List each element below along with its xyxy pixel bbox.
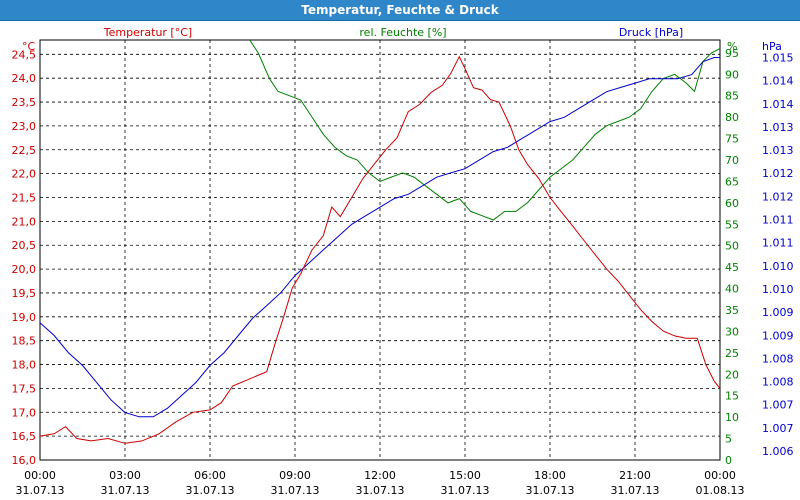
temperature-tick-label: 24,5 — [12, 48, 37, 61]
humidity-tick-label: 0 — [725, 454, 732, 467]
humidity-tick-label: 95 — [725, 47, 739, 60]
pressure-tick-label: 1.008 — [762, 376, 794, 389]
humidity-tick-label: 80 — [725, 111, 739, 124]
humidity-tick-label: 40 — [725, 283, 739, 296]
date-tick-label: 31.07.13 — [356, 484, 405, 497]
humidity-tick-label: 10 — [725, 411, 739, 424]
date-tick-label: 31.07.13 — [526, 484, 575, 497]
time-tick-label: 15:00 — [449, 469, 481, 482]
humidity-tick-label: 50 — [725, 240, 739, 253]
pressure-tick-label: 1.012 — [762, 190, 794, 203]
temperature-tick-label: 18,5 — [12, 335, 37, 348]
date-tick-label: 01.08.13 — [696, 484, 745, 497]
plot-border — [39, 39, 721, 461]
pressure-tick-label: 1.007 — [762, 422, 794, 435]
temperature-tick-label: 21,0 — [12, 215, 37, 228]
pressure-axis-title: Druck [hPa] — [619, 26, 683, 39]
humidity-series-line — [249, 39, 721, 221]
time-tick-label: 06:00 — [194, 469, 226, 482]
pressure-tick-label: 1.010 — [762, 283, 794, 296]
time-tick-label: 12:00 — [364, 469, 396, 482]
temperature-tick-label: 24,0 — [12, 72, 37, 85]
chart-title-bar: Temperatur, Feuchte & Druck — [0, 0, 800, 21]
humidity-tick-label: 90 — [725, 68, 739, 81]
humidity-tick-label: 5 — [725, 433, 732, 446]
temperature-tick-label: 19,5 — [12, 287, 37, 300]
temperature-tick-label: 23,5 — [12, 96, 37, 109]
humidity-tick-label: 55 — [725, 218, 739, 231]
pressure-tick-label: 1.014 — [762, 75, 794, 88]
temperature-unit-label: °C — [22, 40, 36, 53]
temperature-tick-label: 20,0 — [12, 263, 37, 276]
humidity-tick-label: 75 — [725, 133, 739, 146]
pressure-tick-label: 1.011 — [762, 237, 794, 250]
pressure-tick-label: 1.008 — [762, 352, 794, 365]
humidity-tick-label: 65 — [725, 175, 739, 188]
time-tick-label: 00:00 — [24, 469, 56, 482]
temperature-tick-label: 19,0 — [12, 311, 37, 324]
pressure-tick-label: 1.009 — [762, 306, 794, 319]
humidity-axis-title: rel. Feuchte [%] — [359, 26, 446, 39]
humidity-tick-label: 70 — [725, 154, 739, 167]
temperature-tick-label: 18,0 — [12, 359, 37, 372]
pressure-tick-label: 1.011 — [762, 214, 794, 227]
humidity-tick-label: 60 — [725, 197, 739, 210]
humidity-unit-label: % — [727, 40, 737, 53]
time-axis: 00:00 31.07.13 03:00 31.07.13 06:00 31.07.13 0… — [16, 469, 745, 497]
temperature-axis-title: Temperatur [°C] — [103, 26, 192, 39]
temperature-tick-label: 20,5 — [12, 239, 37, 252]
date-tick-label: 31.07.13 — [441, 484, 490, 497]
temperature-tick-label: 16,0 — [12, 454, 37, 467]
humidity-tick-label: 25 — [725, 347, 739, 360]
temperature-tick-label: 22,5 — [12, 144, 37, 157]
date-tick-label: 31.07.13 — [16, 484, 65, 497]
time-tick-label: 03:00 — [109, 469, 141, 482]
humidity-axis: 0 5 10 15 20 25 30 35 40 45 50 55 60 65 70 75 80 85 90 95 — [725, 47, 739, 467]
temperature-axis: 16,0 16,5 17,0 17,5 18,0 18,5 19,0 19,5 20,0 20,5… — [12, 48, 37, 467]
humidity-tick-label: 35 — [725, 304, 739, 317]
time-tick-label: 00:00 — [704, 469, 736, 482]
pressure-axis: 1.006 1.007 1.007 1.008 1.008 1.009 1.009 1.010… — [762, 51, 794, 458]
date-tick-label: 31.07.13 — [101, 484, 150, 497]
chart-title: Temperatur, Feuchte & Druck — [301, 3, 499, 17]
pressure-unit-label: hPa — [762, 40, 782, 53]
humidity-tick-label: 20 — [725, 368, 739, 381]
humidity-tick-label: 15 — [725, 390, 739, 403]
time-tick-label: 21:00 — [619, 469, 651, 482]
pressure-tick-label: 1.007 — [762, 399, 794, 412]
pressure-tick-label: 1.006 — [762, 445, 794, 458]
temperature-series-line — [39, 55, 721, 444]
humidity-tick-label: 45 — [725, 261, 739, 274]
pressure-tick-label: 1.010 — [762, 260, 794, 273]
time-tick-label: 09:00 — [279, 469, 311, 482]
temperature-tick-label: 17,0 — [12, 406, 37, 419]
pressure-tick-label: 1.014 — [762, 98, 794, 111]
humidity-tick-label: 85 — [725, 90, 739, 103]
temperature-tick-label: 22,0 — [12, 168, 37, 181]
pressure-tick-label: 1.013 — [762, 144, 794, 157]
temperature-tick-label: 23,0 — [12, 120, 37, 133]
temperature-tick-label: 17,5 — [12, 382, 37, 395]
date-tick-label: 31.07.13 — [271, 484, 320, 497]
temperature-tick-label: 16,5 — [12, 430, 37, 443]
pressure-tick-label: 1.013 — [762, 121, 794, 134]
pressure-series-line — [39, 57, 720, 418]
time-tick-label: 18:00 — [534, 469, 566, 482]
pressure-tick-label: 1.015 — [762, 51, 794, 64]
temperature-tick-label: 21,5 — [12, 192, 37, 205]
humidity-tick-label: 30 — [725, 325, 739, 338]
date-tick-label: 31.07.13 — [186, 484, 235, 497]
pressure-tick-label: 1.012 — [762, 167, 794, 180]
pressure-tick-label: 1.009 — [762, 329, 794, 342]
date-tick-label: 31.07.13 — [611, 484, 660, 497]
